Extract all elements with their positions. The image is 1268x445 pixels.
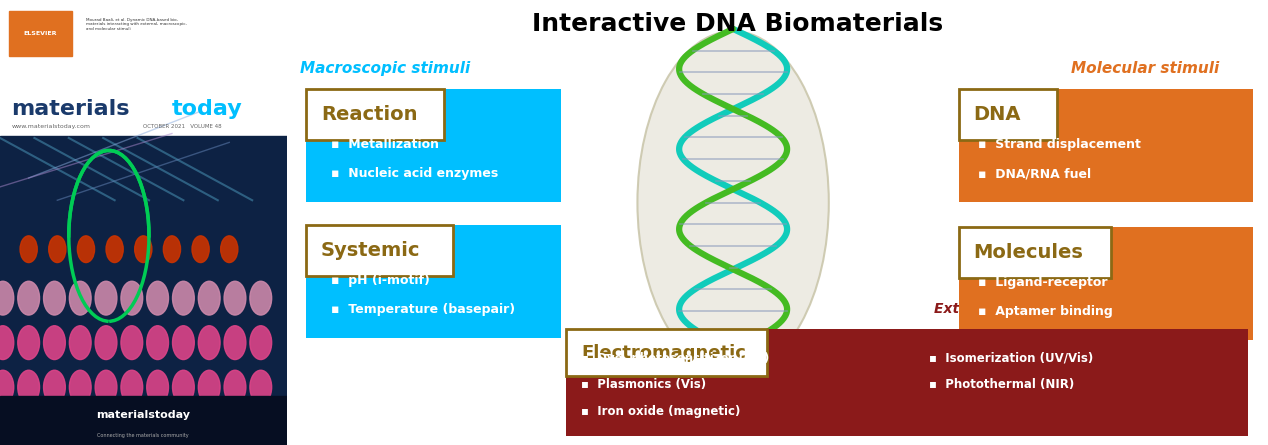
Text: ELSEVIER: ELSEVIER	[23, 31, 57, 36]
Text: DNA: DNA	[974, 105, 1021, 124]
Circle shape	[221, 236, 238, 263]
Circle shape	[147, 326, 169, 360]
Circle shape	[107, 236, 123, 263]
Bar	[306, 225, 562, 338]
Ellipse shape	[638, 31, 829, 374]
Bar	[959, 227, 1111, 278]
Bar	[959, 227, 1253, 340]
Text: ▪  Photothermal (NIR): ▪ Photothermal (NIR)	[929, 378, 1075, 392]
Circle shape	[147, 370, 169, 404]
Circle shape	[120, 326, 143, 360]
Text: ▪  Plasmonics (Vis): ▪ Plasmonics (Vis)	[581, 378, 706, 392]
Text: ▪  Aptamer binding: ▪ Aptamer binding	[979, 305, 1113, 318]
Bar	[306, 89, 562, 202]
Text: today: today	[172, 99, 242, 119]
Text: materialstoday: materialstoday	[96, 410, 190, 420]
Circle shape	[70, 326, 91, 360]
Bar	[0, 396, 287, 445]
Circle shape	[198, 326, 221, 360]
Text: Reaction: Reaction	[321, 105, 417, 124]
Text: OCTOBER 2021   VOLUME 48: OCTOBER 2021 VOLUME 48	[143, 124, 222, 129]
Circle shape	[70, 281, 91, 315]
Circle shape	[77, 236, 95, 263]
Circle shape	[198, 370, 221, 404]
Circle shape	[172, 326, 194, 360]
Text: Systemic: Systemic	[321, 241, 421, 260]
Bar	[959, 89, 1253, 202]
Circle shape	[20, 236, 37, 263]
Circle shape	[18, 281, 39, 315]
Text: External stimuli: External stimuli	[935, 302, 1058, 316]
Circle shape	[43, 326, 66, 360]
Circle shape	[70, 370, 91, 404]
Text: Macroscopic stimuli: Macroscopic stimuli	[299, 61, 470, 77]
Circle shape	[191, 236, 209, 263]
Circle shape	[224, 370, 246, 404]
Text: ▪  Iron oxide (magnetic): ▪ Iron oxide (magnetic)	[581, 405, 741, 418]
Text: Connecting the materials community: Connecting the materials community	[98, 433, 189, 438]
Bar	[0, 0, 287, 89]
Circle shape	[43, 281, 66, 315]
Text: www.materialstoday.com: www.materialstoday.com	[11, 124, 90, 129]
Bar	[567, 329, 767, 376]
Circle shape	[250, 281, 271, 315]
Text: ▪  Ligand-receptor: ▪ Ligand-receptor	[979, 276, 1108, 289]
Circle shape	[43, 370, 66, 404]
Bar	[0, 136, 287, 445]
Text: ▪  Isomerization (UV/Vis): ▪ Isomerization (UV/Vis)	[929, 352, 1094, 365]
Circle shape	[95, 370, 117, 404]
Circle shape	[172, 370, 194, 404]
Bar	[959, 89, 1058, 140]
Text: ▪  Dye, photosensitizer (Vis): ▪ Dye, photosensitizer (Vis)	[581, 352, 770, 365]
Circle shape	[198, 281, 221, 315]
Circle shape	[95, 281, 117, 315]
Circle shape	[134, 236, 152, 263]
Circle shape	[95, 326, 117, 360]
Text: ▪  Strand displacement: ▪ Strand displacement	[979, 138, 1141, 151]
Circle shape	[0, 326, 14, 360]
Circle shape	[120, 370, 143, 404]
Circle shape	[120, 281, 143, 315]
Text: ▪  Temperature (basepair): ▪ Temperature (basepair)	[331, 303, 515, 316]
Circle shape	[18, 326, 39, 360]
Circle shape	[250, 326, 271, 360]
Text: Molecular stimuli: Molecular stimuli	[1071, 61, 1220, 77]
Bar	[9, 11, 71, 56]
Circle shape	[224, 326, 246, 360]
Circle shape	[224, 281, 246, 315]
Text: Molecules: Molecules	[974, 243, 1083, 262]
Text: Interactive DNA Biomaterials: Interactive DNA Biomaterials	[533, 12, 943, 36]
Text: ▪  pH (i-motif): ▪ pH (i-motif)	[331, 274, 430, 287]
Circle shape	[147, 281, 169, 315]
Circle shape	[0, 281, 14, 315]
Circle shape	[18, 370, 39, 404]
Circle shape	[250, 370, 271, 404]
Bar	[306, 225, 454, 276]
Bar	[306, 89, 444, 140]
Circle shape	[0, 370, 14, 404]
Text: Mourad Baali, et al. Dynamic DNA-based bio-
materials interacting with external,: Mourad Baali, et al. Dynamic DNA-based b…	[86, 18, 186, 31]
Text: Electromagnetic: Electromagnetic	[581, 344, 746, 362]
Text: ▪  DNA/RNA fuel: ▪ DNA/RNA fuel	[979, 167, 1092, 180]
Bar	[567, 329, 1249, 436]
Text: ▪  Nucleic acid enzymes: ▪ Nucleic acid enzymes	[331, 167, 498, 180]
Text: materials: materials	[11, 99, 129, 119]
Circle shape	[48, 236, 66, 263]
Text: ▪  Metallization: ▪ Metallization	[331, 138, 439, 151]
Circle shape	[164, 236, 180, 263]
Circle shape	[172, 281, 194, 315]
